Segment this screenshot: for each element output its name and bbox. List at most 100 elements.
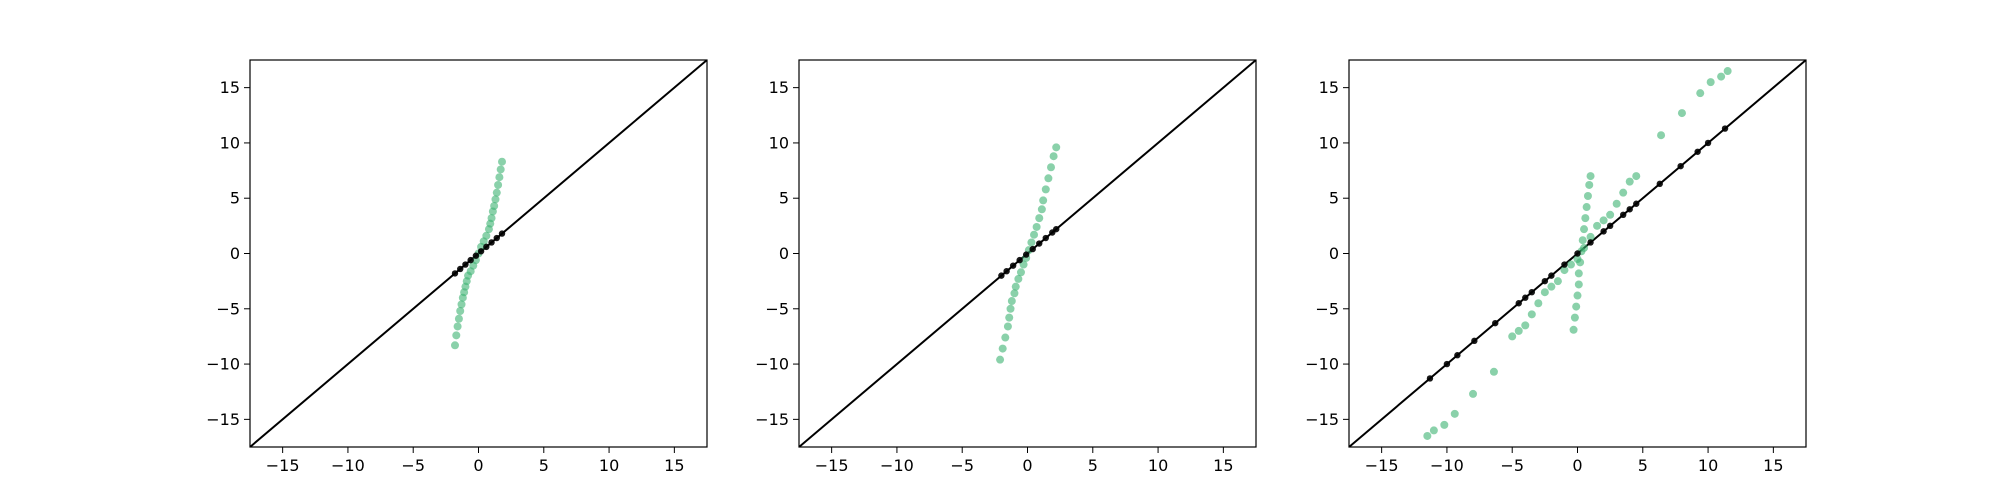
x-tick-label: −15 bbox=[1365, 456, 1399, 475]
data-point bbox=[1574, 269, 1583, 278]
data-point bbox=[998, 272, 1005, 279]
y-tick-label: 10 bbox=[769, 133, 789, 152]
series-2 bbox=[451, 230, 506, 277]
data-point bbox=[1053, 225, 1060, 233]
data-point bbox=[453, 322, 462, 331]
data-point bbox=[451, 270, 459, 277]
data-point bbox=[1599, 216, 1608, 225]
data-point bbox=[477, 248, 485, 255]
data-point bbox=[1528, 289, 1536, 296]
data-point bbox=[467, 256, 474, 264]
plot-area bbox=[1349, 60, 1806, 447]
data-point bbox=[1600, 228, 1607, 235]
data-point bbox=[1657, 131, 1666, 140]
data-point bbox=[1027, 238, 1036, 247]
y-tick-label: 5 bbox=[779, 189, 789, 208]
data-point bbox=[1044, 174, 1053, 183]
data-point bbox=[1570, 313, 1579, 322]
data-point bbox=[1022, 251, 1030, 258]
data-point bbox=[1585, 180, 1594, 189]
y-tick-label: 0 bbox=[1329, 244, 1339, 263]
data-point bbox=[1593, 221, 1602, 230]
x-tick-label: 15 bbox=[664, 456, 684, 475]
y-tick-label: 0 bbox=[779, 244, 789, 263]
data-point bbox=[1423, 431, 1432, 440]
data-point bbox=[1016, 256, 1023, 264]
data-point bbox=[1632, 172, 1641, 181]
x-tick-label: 5 bbox=[1638, 456, 1648, 475]
data-point bbox=[1656, 180, 1663, 188]
x-tick-label: 10 bbox=[1148, 456, 1168, 475]
plot-area bbox=[799, 60, 1256, 447]
data-point bbox=[1534, 299, 1543, 308]
data-point bbox=[1581, 214, 1590, 223]
data-point bbox=[494, 180, 503, 189]
y-tick-label: 15 bbox=[220, 78, 240, 97]
data-point bbox=[496, 165, 505, 174]
data-point bbox=[1580, 225, 1589, 234]
data-point bbox=[1677, 162, 1684, 170]
data-point bbox=[1541, 277, 1549, 285]
data-point bbox=[1454, 352, 1461, 359]
data-point bbox=[1041, 185, 1050, 194]
subplot-3: −15 −10 −5 0 5 10 15 15 10 5 0 −5 −10 −15 bbox=[1305, 59, 1807, 475]
data-point bbox=[1677, 109, 1686, 118]
x-tick-label: −5 bbox=[401, 456, 425, 475]
y-tick-label: −15 bbox=[206, 410, 240, 429]
data-point bbox=[488, 239, 495, 246]
x-tick-label: −10 bbox=[331, 456, 365, 475]
data-point bbox=[1606, 222, 1614, 230]
x-tick-label: 5 bbox=[1088, 456, 1098, 475]
x-tick-label: 0 bbox=[1572, 456, 1582, 475]
x-tick-label: −15 bbox=[266, 456, 300, 475]
data-point bbox=[487, 214, 496, 223]
y-tick-label: −5 bbox=[765, 299, 789, 318]
data-point bbox=[1032, 222, 1041, 231]
data-point bbox=[1450, 409, 1459, 418]
data-point bbox=[1547, 282, 1556, 291]
data-point bbox=[1042, 234, 1049, 242]
data-point bbox=[462, 261, 469, 268]
data-point bbox=[1566, 260, 1575, 269]
data-point bbox=[450, 341, 459, 350]
data-point bbox=[1553, 277, 1562, 286]
data-point bbox=[1489, 367, 1498, 376]
data-point bbox=[1626, 206, 1633, 213]
data-point bbox=[1527, 310, 1536, 319]
data-point bbox=[1548, 272, 1555, 279]
data-point bbox=[1582, 203, 1591, 212]
y-tick-label: 15 bbox=[1319, 78, 1339, 97]
subplot-1: −15 −10 −5 0 5 10 15 15 10 5 0 −5 −10 −15 bbox=[206, 59, 708, 475]
data-point bbox=[1047, 163, 1056, 172]
data-point bbox=[1049, 152, 1058, 161]
x-tick-label: −10 bbox=[1430, 456, 1464, 475]
data-point bbox=[1561, 261, 1568, 268]
data-point bbox=[1583, 192, 1592, 201]
data-point bbox=[482, 231, 491, 240]
y-tick-label: −15 bbox=[1305, 410, 1339, 429]
y-tick-label: −10 bbox=[206, 355, 240, 374]
data-point bbox=[1005, 313, 1014, 322]
data-point bbox=[495, 173, 504, 182]
data-point bbox=[1039, 196, 1048, 205]
y-tick-label: −10 bbox=[1305, 355, 1339, 374]
axes-frame bbox=[249, 59, 708, 448]
y-tick-label: −15 bbox=[755, 410, 789, 429]
data-point bbox=[472, 252, 480, 259]
data-point bbox=[1429, 426, 1438, 435]
y-tick-label: −5 bbox=[216, 299, 240, 318]
x-tick-label: 10 bbox=[599, 456, 619, 475]
y-tick-label: 15 bbox=[769, 78, 789, 97]
data-point bbox=[1521, 321, 1530, 330]
data-point bbox=[1440, 420, 1449, 429]
data-point bbox=[498, 230, 506, 237]
data-point bbox=[1633, 200, 1640, 207]
data-point bbox=[492, 188, 501, 197]
data-point bbox=[998, 344, 1007, 353]
data-point bbox=[1721, 125, 1729, 132]
data-point bbox=[1573, 291, 1582, 300]
data-point bbox=[1620, 211, 1627, 218]
data-point bbox=[457, 265, 464, 273]
data-point bbox=[1586, 172, 1595, 181]
